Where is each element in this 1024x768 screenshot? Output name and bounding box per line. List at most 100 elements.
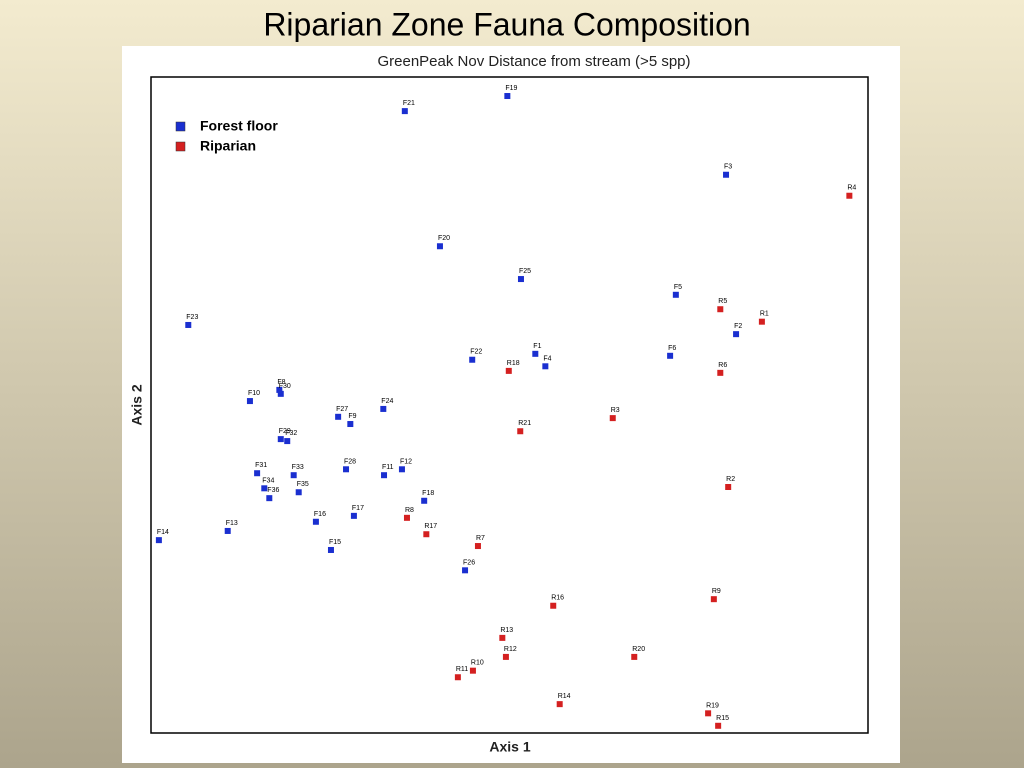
point-label: R20 — [632, 646, 645, 653]
point — [335, 413, 342, 420]
chart-subtitle: GreenPeak Nov Distance from stream (>5 s… — [377, 53, 690, 70]
point-label: F21 — [403, 100, 415, 107]
point — [155, 537, 162, 544]
point-label: F11 — [382, 464, 394, 471]
point — [499, 634, 506, 641]
point — [717, 369, 724, 376]
point — [667, 352, 674, 359]
point — [401, 108, 408, 115]
point-label: F22 — [470, 349, 482, 356]
point — [725, 484, 732, 490]
point-label: R12 — [504, 646, 517, 653]
point-label: F32 — [285, 430, 297, 437]
point — [295, 489, 302, 496]
point-label: R7 — [476, 535, 485, 542]
point — [350, 512, 357, 519]
point-label: R6 — [718, 362, 727, 369]
legend-swatch — [175, 141, 186, 152]
point — [717, 306, 724, 313]
legend-label: Forest floor — [200, 118, 278, 134]
slide-title: Riparian Zone Fauna Composition — [263, 6, 750, 42]
point-label: F26 — [463, 559, 475, 566]
point — [532, 350, 539, 357]
point — [343, 466, 350, 473]
point-label: F27 — [336, 406, 348, 413]
point-label: F35 — [297, 481, 309, 488]
point-label: F28 — [344, 458, 356, 465]
point-label: R4 — [847, 185, 856, 192]
point — [276, 386, 283, 393]
point-label: F13 — [226, 520, 238, 527]
point-label: F14 — [157, 529, 169, 536]
plot-frame — [150, 76, 869, 734]
point-label: F4 — [543, 355, 551, 362]
point — [556, 701, 563, 708]
point-label: F2 — [734, 323, 742, 330]
point — [517, 276, 524, 283]
point-label: R13 — [500, 627, 513, 634]
point-label: F36 — [267, 487, 279, 494]
point — [436, 243, 443, 250]
point — [380, 405, 387, 412]
point-label: R19 — [706, 702, 719, 709]
point — [290, 472, 297, 479]
point — [758, 318, 765, 325]
point-label: F5 — [674, 284, 682, 291]
point-label: F18 — [422, 490, 434, 497]
point — [846, 192, 853, 199]
point — [454, 674, 461, 681]
point — [327, 546, 334, 553]
point-label: F23 — [186, 314, 198, 321]
point-label: R1 — [760, 311, 769, 318]
point-label: F1 — [533, 343, 541, 350]
point-label: F25 — [519, 268, 531, 275]
point-label: F17 — [352, 505, 364, 512]
point — [266, 495, 273, 502]
point-label: F33 — [292, 464, 304, 471]
point-label: F12 — [400, 458, 412, 465]
point — [705, 710, 712, 717]
point — [505, 367, 512, 374]
point-label: R15 — [716, 715, 729, 722]
point-label: F34 — [262, 477, 274, 484]
point-label: R8 — [405, 507, 414, 514]
point — [246, 398, 253, 405]
point — [474, 543, 481, 550]
point — [423, 531, 430, 538]
point — [715, 722, 722, 729]
point — [381, 472, 388, 479]
point-label: R14 — [558, 693, 571, 700]
y-axis-label: Axis 2 — [129, 384, 145, 425]
point — [631, 653, 638, 660]
point — [277, 436, 284, 443]
x-axis-label: Axis 1 — [489, 739, 530, 755]
point — [284, 438, 291, 445]
point — [403, 514, 410, 521]
point-label: F16 — [314, 511, 326, 518]
point — [723, 171, 730, 178]
point-label: F6 — [668, 345, 676, 352]
point — [710, 596, 717, 603]
point-label: R11 — [456, 666, 468, 673]
point — [517, 428, 524, 435]
legend-swatch — [175, 121, 186, 132]
point — [502, 653, 509, 660]
point-label: R10 — [471, 660, 484, 667]
point — [261, 485, 268, 492]
point — [421, 497, 428, 504]
point-label: F24 — [381, 398, 393, 405]
point — [550, 602, 557, 609]
point-label: R17 — [424, 523, 437, 530]
legend-label: Riparian — [200, 138, 256, 154]
point-label: R3 — [611, 407, 620, 414]
point — [504, 93, 511, 100]
point — [347, 421, 354, 428]
point-label: F9 — [348, 413, 356, 420]
point-label: F15 — [329, 539, 341, 546]
point — [469, 667, 476, 674]
point-label: F3 — [724, 164, 732, 171]
point-label: R5 — [718, 298, 727, 305]
point-label: F10 — [248, 390, 260, 397]
